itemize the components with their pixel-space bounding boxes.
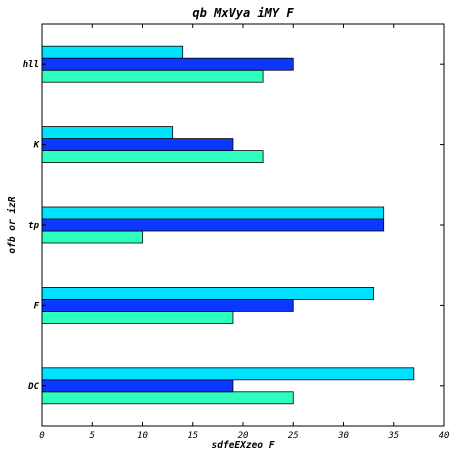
bar-hll-series-2 xyxy=(41,57,294,71)
x-tick-label: 25 xyxy=(288,431,299,441)
y-tick-label: F xyxy=(34,301,40,311)
bar-F-series-3 xyxy=(41,286,375,300)
bar-K-series-3 xyxy=(41,126,174,139)
x-tick-label: 30 xyxy=(337,431,349,441)
y-tick-label: hll xyxy=(23,60,39,70)
bar-tp-series-1 xyxy=(41,230,143,244)
x-axis: 0 5 10 15 20 25 30 35 40 xyxy=(39,24,449,441)
y-tick-label: tp xyxy=(28,221,39,231)
bar-hll-series-1 xyxy=(41,69,264,83)
y-tick-label: K xyxy=(33,141,41,151)
bar-DC-series-1 xyxy=(41,391,294,405)
bar-DC-series-2 xyxy=(41,379,234,393)
bars-group xyxy=(41,45,415,405)
bar-K-series-1 xyxy=(41,150,264,164)
chart-title: qb MxVya iMY F xyxy=(192,6,294,20)
x-tick-label: 0 xyxy=(39,431,44,441)
bar-tp-series-3 xyxy=(41,206,385,220)
x-tick-label: 15 xyxy=(187,431,198,441)
x-axis-label: sdfeEXzeo F xyxy=(212,440,275,451)
x-tick-label: 35 xyxy=(387,431,399,441)
x-tick-label: 20 xyxy=(238,431,249,441)
y-axis-label: ofb or izR xyxy=(7,196,18,253)
x-tick-label: 10 xyxy=(137,431,148,441)
x-tick-label: 5 xyxy=(90,431,95,441)
bar-F-series-2 xyxy=(41,298,294,312)
bar-hll-series-3 xyxy=(41,45,184,59)
bar-K-series-2 xyxy=(41,138,234,152)
x-tick-label: 40 xyxy=(439,431,450,441)
bar-DC-series-3 xyxy=(41,367,415,381)
y-tick-label: DC xyxy=(27,382,39,392)
bar-F-series-1 xyxy=(41,310,234,324)
bar-tp-series-2 xyxy=(41,218,385,232)
